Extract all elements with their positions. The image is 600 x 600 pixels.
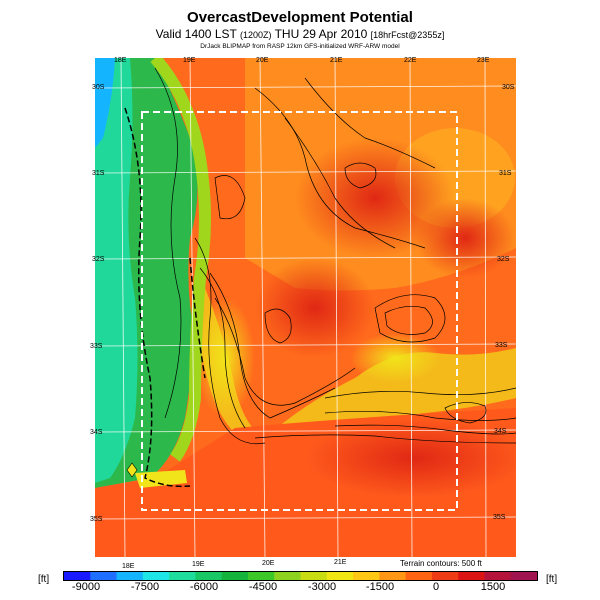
colorbar-swatch: [326, 572, 354, 580]
far-west-blue: [95, 58, 115, 148]
red-core-east: [415, 198, 515, 278]
lat-label-left-30s: 30S: [92, 84, 105, 91]
colorbar-swatch: [142, 572, 170, 580]
lon-label-bottom-20e: 20E: [262, 560, 275, 567]
red-core-central: [255, 258, 375, 358]
valid-time-utc: (1200Z): [239, 30, 272, 40]
red-core-south: [305, 418, 516, 498]
colorbar-swatch: [195, 572, 223, 580]
lat-label-right-33s: 33S: [495, 342, 508, 349]
colorbar-swatch: [300, 572, 328, 580]
yellow-green-edge: [150, 58, 211, 462]
sw-yellow-strip: [135, 470, 187, 488]
colorbar-swatch: [484, 572, 512, 580]
colorbar-tick: -9000: [71, 581, 101, 593]
chart-title: OvercastDevelopment Potential: [187, 9, 413, 26]
lat-label-left-35s: 35S: [90, 516, 103, 523]
colorbar-tick: 0: [432, 581, 440, 593]
lat-label-right-32s: 32S: [497, 256, 510, 263]
map-panel: [95, 58, 516, 557]
lon-label-bottom-18e: 18E: [122, 563, 135, 570]
colorbar-swatch: [510, 572, 537, 580]
colorbar-tick: -4500: [248, 581, 278, 593]
terrain-contour-note: Terrain contours: 500 ft: [400, 559, 482, 568]
lon-label-top-23e: 23E: [477, 57, 490, 64]
colorbar-tick: -6000: [189, 581, 219, 593]
location-marker-icon: [126, 462, 138, 478]
colorbar: [63, 571, 538, 581]
red-core-north: [295, 138, 455, 258]
terrain-contours: [154, 67, 516, 445]
colorbar-unit-right: [ft]: [546, 574, 558, 585]
lat-label-left-31s: 31S: [92, 170, 105, 177]
colorbar-swatch: [247, 572, 275, 580]
colorbar-tick: -3000: [307, 581, 337, 593]
lat-label-right-34s: 34S: [494, 428, 507, 435]
lat-label-right-30s: 30S: [502, 84, 515, 91]
colorbar-tick: -1500: [365, 581, 395, 593]
valid-date: THU 29 Apr 2010: [274, 27, 368, 41]
colorbar-swatch: [116, 572, 144, 580]
model-credit: DrJack BLIPMAP from RASP 12km GFS-initia…: [200, 43, 400, 50]
inner-domain-box: [141, 111, 458, 511]
lon-label-top-18e: 18E: [114, 57, 127, 64]
colorbar-swatch: [353, 572, 380, 580]
colorbar-swatch: [431, 572, 459, 580]
lat-label-left-34s: 34S: [90, 429, 103, 436]
colorbar-swatch: [90, 572, 118, 580]
coastline: [124, 107, 206, 488]
colorbar-tick: 1500: [480, 581, 506, 593]
colorbar-swatch: [64, 572, 91, 580]
yellow-patch-1: [350, 333, 440, 383]
forecast-info: [18hrFcst@2355z]: [370, 30, 445, 40]
lat-label-left-33s: 33S: [90, 343, 103, 350]
lon-label-top-21e: 21E: [330, 57, 343, 64]
colorbar-swatch: [274, 572, 301, 580]
west-cyan-field: [95, 58, 138, 483]
lon-label-top-22e: 22E: [404, 57, 417, 64]
valid-time: Valid 1400 LST: [155, 27, 237, 41]
colorbar-swatch: [458, 572, 485, 580]
lat-label-left-32s: 32S: [92, 256, 105, 263]
chart-subtitle: Valid 1400 LST (1200Z) THU 29 Apr 2010 […: [0, 27, 600, 41]
lon-label-bottom-19e: 19E: [192, 561, 205, 568]
lon-label-bottom-21e: 21E: [334, 559, 347, 566]
lat-label-right-35s: 35S: [493, 514, 506, 521]
colorbar-unit-left: [ft]: [38, 574, 50, 585]
colorbar-swatch: [379, 572, 407, 580]
colorbar-swatch: [221, 572, 249, 580]
lon-label-top-19e: 19E: [183, 57, 196, 64]
colorbar-swatch: [169, 572, 196, 580]
lon-label-top-20e: 20E: [256, 57, 269, 64]
colorbar-tick: -7500: [130, 581, 160, 593]
colorbar-swatch: [405, 572, 433, 580]
lat-label-right-31s: 31S: [499, 170, 512, 177]
